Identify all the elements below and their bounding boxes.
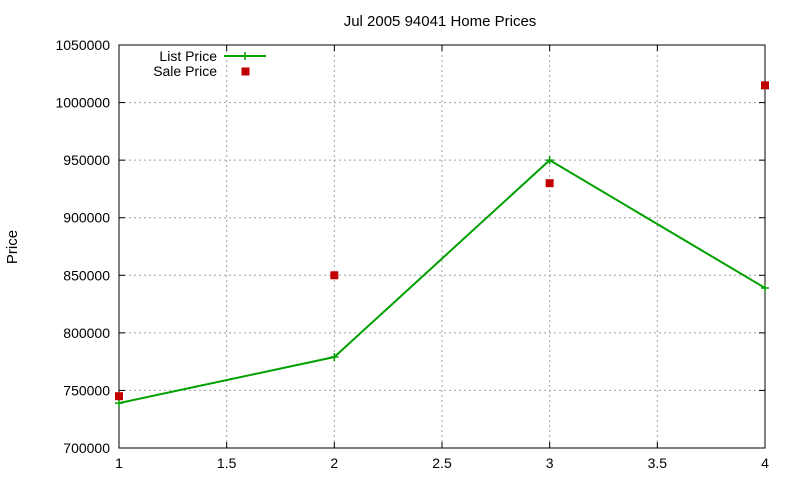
x-tick-label: 2 — [330, 455, 338, 471]
list-price-point — [545, 156, 554, 165]
legend-marker-sale-price — [241, 67, 250, 76]
sale-price-point — [115, 392, 123, 401]
x-tick-label: 3 — [546, 455, 554, 471]
x-tick-label: 4 — [761, 455, 769, 471]
x-tick-label: 1.5 — [217, 455, 237, 471]
list-price-point — [330, 353, 339, 362]
y-tick-label: 750000 — [63, 382, 110, 398]
y-tick-label: 900000 — [63, 210, 110, 226]
y-tick-label: 1000000 — [55, 95, 110, 111]
legend-label-sale-price: Sale Price — [153, 63, 217, 79]
grid-lines — [119, 45, 765, 448]
y-tick-label: 700000 — [63, 440, 110, 456]
sale-price-point — [545, 179, 554, 188]
chart-title: Jul 2005 94041 Home Prices — [344, 13, 537, 30]
sale-price-point — [761, 81, 769, 90]
sale-price-point — [330, 271, 339, 280]
legend-marker-list-price — [241, 52, 249, 60]
data-series — [115, 81, 769, 408]
y-tick-label: 950000 — [63, 152, 110, 168]
y-tick-label: 1050000 — [55, 37, 110, 53]
list-price-point — [115, 399, 123, 408]
x-tick-label: 3.5 — [648, 455, 668, 471]
list-price-line — [118, 158, 766, 405]
legend: List Price Sale Price — [153, 48, 266, 79]
y-tick-label: 800000 — [63, 325, 110, 341]
list-price-point — [761, 283, 769, 292]
legend-label-list-price: List Price — [159, 48, 217, 64]
axis-ticks: 1 1.5 2 2.5 3 3.5 4 700000 750000 800000 850000 900… — [55, 37, 769, 471]
x-tick-label: 2.5 — [432, 455, 452, 471]
y-tick-label: 850000 — [63, 267, 110, 283]
y-axis-label: Price — [4, 230, 21, 264]
x-tick-label: 1 — [115, 455, 123, 471]
